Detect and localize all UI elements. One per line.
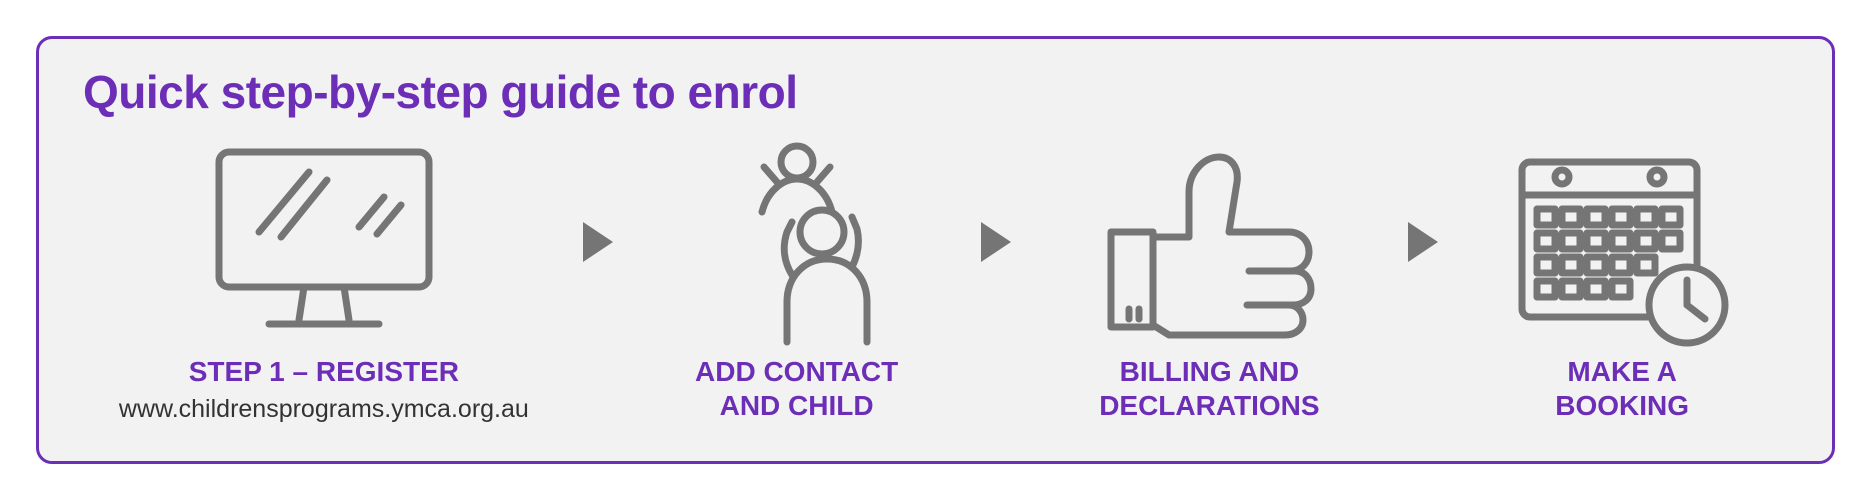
steps-row: STEP 1 – REGISTER www.childrensprograms.… — [83, 137, 1788, 424]
step-heading: STEP 1 – REGISTER — [189, 355, 459, 389]
thumbs-up-icon — [1099, 137, 1319, 347]
calendar-clock-icon — [1507, 137, 1737, 347]
heading-line1: BILLING AND — [1120, 356, 1299, 387]
step-register: STEP 1 – REGISTER www.childrensprograms.… — [109, 137, 539, 424]
arrow-triangle — [583, 222, 613, 262]
step-add-contact: ADD CONTACT AND CHILD — [657, 137, 937, 422]
step-heading: ADD CONTACT AND CHILD — [695, 355, 898, 422]
heading-line2: AND CHILD — [720, 390, 874, 421]
heading-line1: ADD CONTACT — [695, 356, 898, 387]
arrow-triangle — [981, 222, 1011, 262]
step-billing: BILLING AND DECLARATIONS — [1054, 137, 1364, 422]
monitor-icon — [209, 137, 439, 347]
arrow-icon — [973, 137, 1019, 347]
step-heading: MAKE A BOOKING — [1555, 355, 1689, 422]
heading-line1: MAKE A — [1567, 356, 1676, 387]
step-sub: www.childrensprograms.ymca.org.au — [119, 395, 529, 424]
heading-line2: DECLARATIONS — [1099, 390, 1319, 421]
arrow-icon — [1400, 137, 1446, 347]
guide-panel: Quick step-by-step guide to enrol — [36, 36, 1835, 464]
heading-line2: BOOKING — [1555, 390, 1689, 421]
step-booking: MAKE A BOOKING — [1482, 137, 1762, 422]
step-heading: BILLING AND DECLARATIONS — [1099, 355, 1319, 422]
page: Quick step-by-step guide to enrol — [0, 0, 1871, 500]
arrow-icon — [575, 137, 621, 347]
arrow-triangle — [1408, 222, 1438, 262]
parent-child-icon — [692, 137, 902, 347]
panel-title: Quick step-by-step guide to enrol — [83, 65, 1788, 119]
